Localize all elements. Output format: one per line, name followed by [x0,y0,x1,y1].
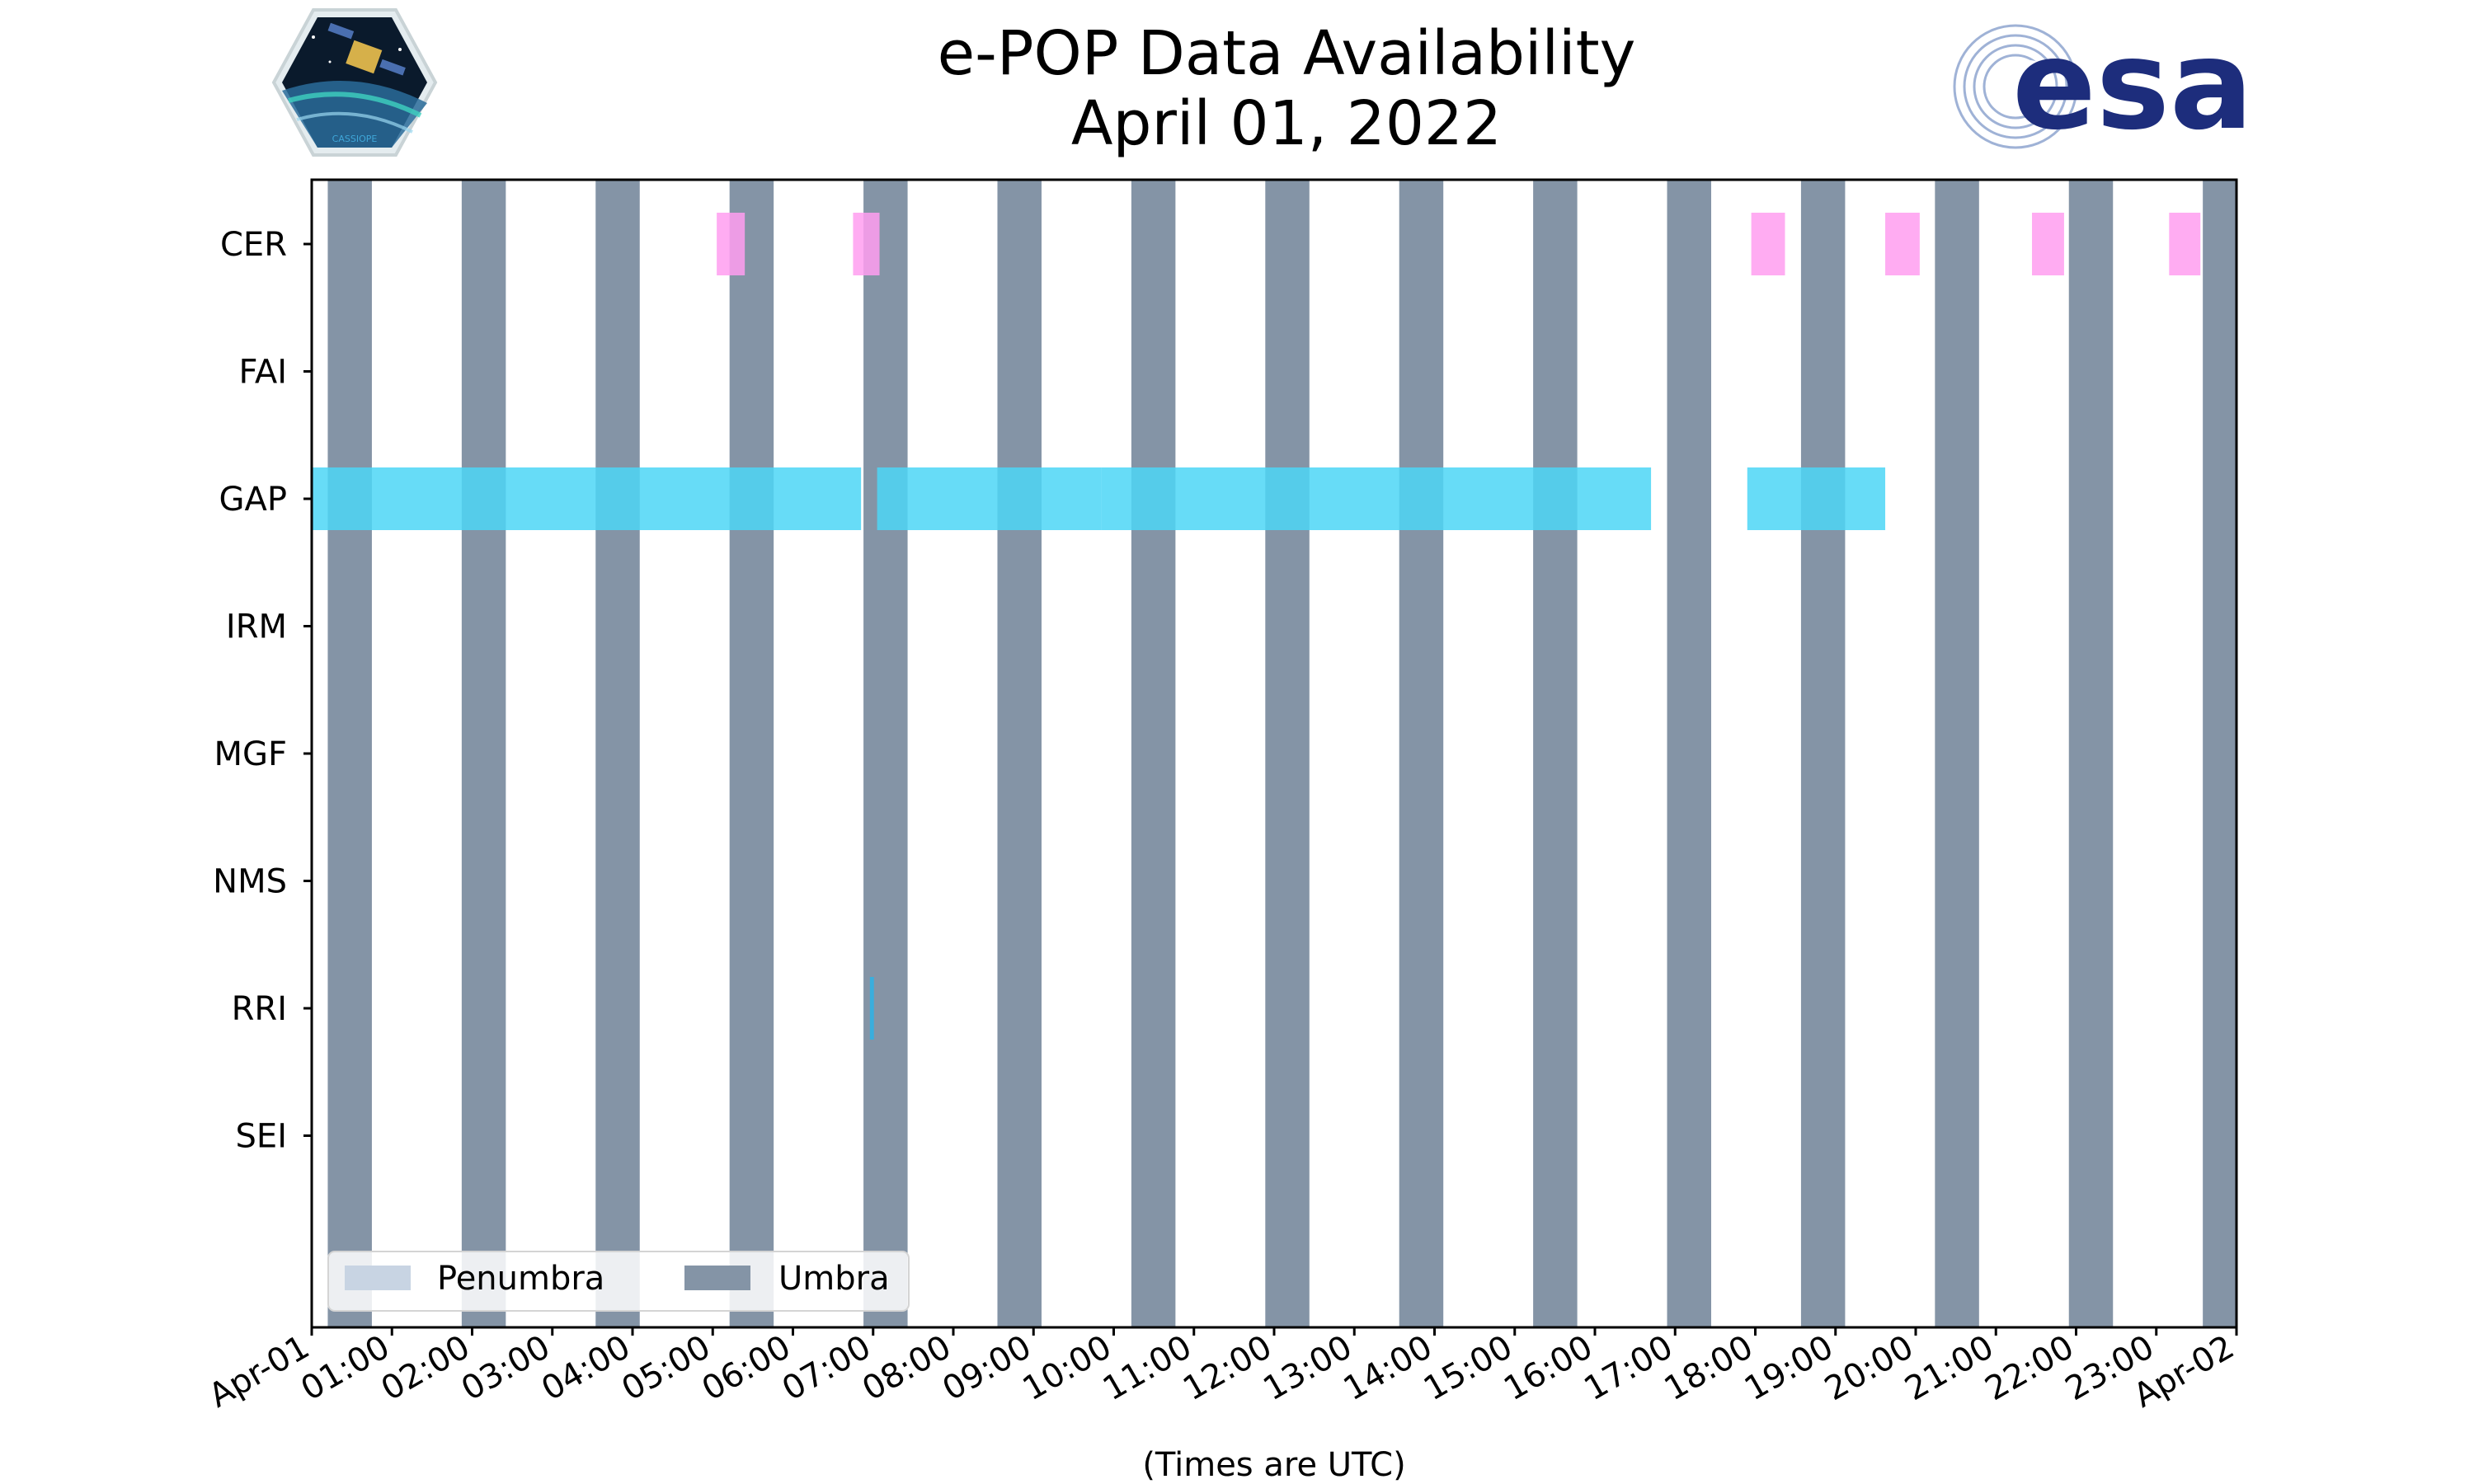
umbra-band-12 [1800,180,1846,1327]
gap-data-bar-2 [877,467,1102,530]
x-tick-label-18: 17:00 [1578,1328,1679,1408]
y-tick-label-rri: RRI [232,990,287,1028]
x-tick-label-20: 19:00 [1738,1328,1840,1408]
umbra-band-14 [2068,180,2114,1327]
gap-data-bar-4 [1747,467,1886,530]
x-axis-label: (Times are UTC) [1142,1446,1405,1484]
umbra-band-2 [461,180,506,1327]
umbra-band-4 [729,180,774,1327]
x-tick-label-21: 20:00 [1818,1328,1920,1408]
y-axis: CER FAI GAP IRM MGF NMS RRI SEI [213,226,312,1156]
y-tick-label-sei: SEI [236,1118,287,1156]
x-tick-label-2: 01:00 [294,1328,396,1408]
umbra-band-8 [1265,180,1310,1327]
x-tick-label-7: 06:00 [696,1328,797,1408]
y-tick-label-mgf: MGF [214,735,287,773]
cer-data-bar-1 [717,213,745,275]
x-tick-label-3: 02:00 [375,1328,477,1408]
chart-subtitle: April 01, 2022 [1071,88,1502,159]
cer-data-bar-6 [2169,213,2201,275]
rri-data-bar-1 [869,977,874,1040]
x-tick-label-22: 21:00 [1898,1328,2000,1408]
y-tick-label-irm: IRM [226,608,287,646]
x-tick-label-11: 10:00 [1017,1328,1118,1408]
chart-title: e-POP Data Availability [938,18,1636,89]
esa-logo-text: esa [2012,14,2253,157]
cer-data-bar-2 [853,213,880,275]
umbra-band-15 [2203,180,2236,1327]
umbra-band-5 [863,180,908,1327]
y-tick-label-gap: GAP [219,481,287,519]
x-tick-label-8: 07:00 [776,1328,877,1408]
cer-data-bar-4 [1885,213,1920,275]
cassiope-logo: CASSIOPE [271,8,438,157]
x-tick-label-15: 14:00 [1338,1328,1439,1408]
x-tick-label-9: 08:00 [856,1328,957,1408]
umbra-band-6 [997,180,1042,1327]
x-tick-label-6: 05:00 [615,1328,717,1408]
gap-data-bar-3 [1101,467,1652,530]
x-axis: Apr-0101:0002:0003:0004:0005:0006:0007:0… [203,1327,2241,1416]
y-tick-label-cer: CER [220,226,287,264]
umbra-band-1 [327,180,372,1327]
legend-umbra-swatch [684,1266,750,1290]
umbra-bands [327,180,2236,1327]
x-tick-label-14: 13:00 [1257,1328,1358,1408]
legend: Penumbra Umbra [327,1251,910,1312]
x-tick-label-13: 12:00 [1177,1328,1278,1408]
legend-penumbra-swatch [345,1266,411,1290]
x-tick-label-19: 18:00 [1658,1328,1760,1408]
cer-data-bar-3 [1751,213,1785,275]
esa-logo: esa [1953,14,2253,157]
umbra-band-11 [1667,180,1712,1327]
umbra-band-10 [1533,180,1578,1327]
x-tick-label-16: 15:00 [1418,1328,1519,1408]
cer-data-bar-5 [2032,213,2064,275]
legend-umbra-label: Umbra [778,1260,890,1298]
x-tick-label-17: 16:00 [1498,1328,1599,1408]
umbra-band-13 [1935,180,1979,1327]
legend-penumbra-label: Penumbra [437,1260,604,1298]
umbra-band-7 [1131,180,1176,1327]
x-tick-label-10: 09:00 [936,1328,1037,1408]
x-tick-label-1: Apr-01 [203,1328,316,1416]
x-tick-label-4: 03:00 [455,1328,557,1408]
x-tick-label-23: 22:00 [1979,1328,2081,1408]
cassiope-logo-text: CASSIOPE [332,134,378,144]
data-bars [312,213,2201,1040]
x-tick-label-5: 04:00 [535,1328,637,1408]
umbra-band-9 [1399,180,1444,1327]
umbra-band-3 [595,180,640,1327]
gap-data-bar-1 [312,467,862,530]
y-tick-label-fai: FAI [239,354,288,392]
y-tick-label-nms: NMS [213,863,287,901]
x-tick-label-12: 11:00 [1097,1328,1198,1408]
